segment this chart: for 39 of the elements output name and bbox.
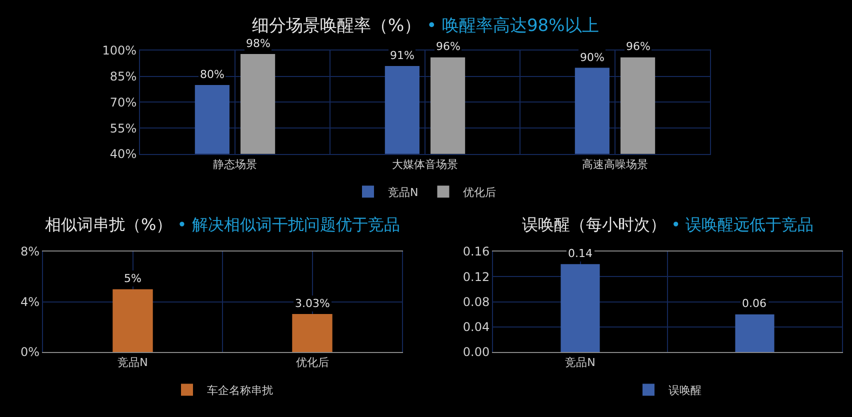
x-tick-label: 竞品N xyxy=(565,356,596,370)
y-tick-label: 0% xyxy=(20,345,40,360)
chart-title: 相似词串扰（%） xyxy=(45,215,172,234)
data-label: 96% xyxy=(626,40,650,53)
x-tick-label: 大媒体音场景 xyxy=(392,158,458,172)
data-label: 91% xyxy=(390,49,414,62)
y-tick-label: 85% xyxy=(110,70,137,84)
y-tick-label: 0.12 xyxy=(462,270,490,284)
y-tick-label: 8% xyxy=(20,244,40,259)
y-tick-label: 0.16 xyxy=(462,244,490,259)
x-tick-label: 竞品N xyxy=(118,356,148,370)
chart-title: 误唤醒（每小时次） xyxy=(522,215,666,234)
data-label: 96% xyxy=(436,40,460,53)
data-label: 0.06 xyxy=(742,297,766,310)
x-tick-label: 静态场景 xyxy=(213,158,257,172)
legend-label: 竞品N xyxy=(388,186,418,199)
y-tick-label: 70% xyxy=(110,95,137,110)
y-tick-label: 0.08 xyxy=(462,294,490,309)
x-tick-label: 优化后 xyxy=(296,356,329,370)
chart-subtitle: • 唤醒率高达98%以上 xyxy=(426,16,599,36)
y-tick-label: 0.00 xyxy=(462,345,490,360)
chart-subtitle: • 解决相似词干扰问题优于竞品 xyxy=(177,215,400,234)
y-tick-label: 40% xyxy=(110,147,137,162)
y-tick-label: 100% xyxy=(102,44,137,58)
data-label: 98% xyxy=(246,37,270,50)
chart-subtitle: • 误唤醒远低于竞品 xyxy=(671,215,814,234)
y-tick-label: 4% xyxy=(20,294,40,309)
y-tick-label: 0.04 xyxy=(462,320,490,334)
legend-label: 车企名称串扰 xyxy=(207,384,273,397)
data-label: 3.03% xyxy=(295,297,330,310)
legend-label: 优化后 xyxy=(463,186,496,199)
data-label: 90% xyxy=(580,51,604,64)
data-label: 5% xyxy=(124,272,142,285)
x-tick-label: 高速高噪场景 xyxy=(582,158,648,172)
data-label: 80% xyxy=(200,68,224,81)
y-tick-label: 55% xyxy=(110,121,137,136)
legend-label: 误唤醒 xyxy=(668,384,702,397)
chart-title: 细分场景唤醒率（%） xyxy=(252,16,422,36)
data-label: 0.14 xyxy=(568,247,592,260)
